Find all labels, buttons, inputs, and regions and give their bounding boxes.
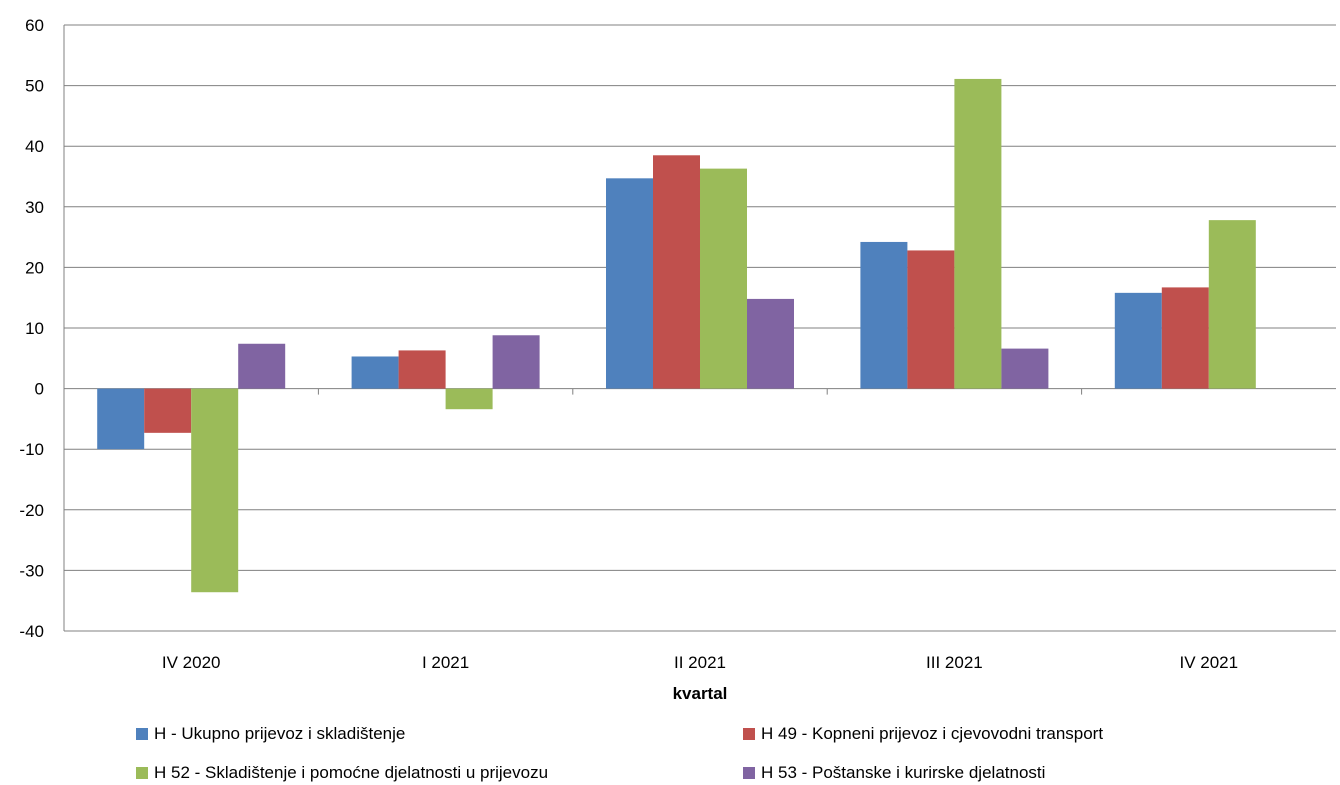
bars xyxy=(97,78,1256,593)
x-tick-label: III 2021 xyxy=(926,653,983,672)
y-tick-label: 10 xyxy=(25,319,44,338)
bar-2-2 xyxy=(700,168,747,389)
y-tick-label: 30 xyxy=(25,198,44,217)
x-tick-label: II 2021 xyxy=(674,653,726,672)
y-tick-label: -10 xyxy=(19,440,44,459)
axes xyxy=(63,25,1083,631)
legend-swatch-h53 xyxy=(743,767,755,779)
bar-1-0 xyxy=(351,356,399,389)
bar-2-3 xyxy=(747,298,794,389)
y-tick-label: 40 xyxy=(25,137,44,156)
bar-0-3 xyxy=(238,343,286,389)
legend-label-h52: H 52 - Skladištenje i pomoćne djelatnost… xyxy=(154,763,549,782)
legend-item-h: H - Ukupno prijevoz i skladištenje xyxy=(136,724,405,744)
legend-label-h: H - Ukupno prijevoz i skladištenje xyxy=(154,724,406,743)
legend-label-h49: H 49 - Kopneni prijevoz i cjevovodni tra… xyxy=(761,724,1104,743)
legend-item-h52: H 52 - Skladištenje i pomoćne djelatnost… xyxy=(136,763,548,783)
bar-3-2 xyxy=(954,78,1002,389)
legend-item-h53: H 53 - Poštanske i kurirske djelatnosti xyxy=(743,763,1045,783)
legend: H - Ukupno prijevoz i skladištenje H 49 … xyxy=(0,718,1340,785)
y-tick-label: -30 xyxy=(19,561,44,580)
x-tick-label: IV 2021 xyxy=(1179,653,1238,672)
bar-0-2 xyxy=(191,388,239,593)
bar-0-1 xyxy=(144,388,192,433)
legend-label-h53: H 53 - Poštanske i kurirske djelatnosti xyxy=(761,763,1046,782)
legend-swatch-h52 xyxy=(136,767,148,779)
y-tick-label: 0 xyxy=(35,380,44,399)
bar-3-3 xyxy=(1001,348,1049,389)
bar-2-0 xyxy=(606,178,653,389)
y-tick-label: 60 xyxy=(25,16,44,35)
legend-swatch-h xyxy=(136,728,148,740)
bar-1-2 xyxy=(445,388,493,410)
x-tick-label: I 2021 xyxy=(422,653,469,672)
bar-1-1 xyxy=(398,350,446,389)
bar-4-0 xyxy=(1114,292,1162,389)
bar-4-1 xyxy=(1161,287,1209,389)
y-tick-labels: 60 50 40 30 20 10 0 -10 -20 -30 -40 xyxy=(19,16,44,641)
x-axis-title: kvartal xyxy=(673,684,728,703)
y-tick-label: -20 xyxy=(19,501,44,520)
y-tick-label: 50 xyxy=(25,77,44,96)
legend-item-h49: H 49 - Kopneni prijevoz i cjevovodni tra… xyxy=(743,724,1103,744)
bar-4-2 xyxy=(1208,220,1256,389)
bar-1-3 xyxy=(492,335,540,389)
x-tick-label: IV 2020 xyxy=(162,653,221,672)
bar-0-0 xyxy=(97,388,145,450)
y-tick-label: -40 xyxy=(19,622,44,641)
legend-swatch-h49 xyxy=(743,728,755,740)
bar-2-1 xyxy=(653,155,700,389)
bar-3-1 xyxy=(907,250,955,389)
x-tick-labels: IV 2020 I 2021 II 2021 III 2021 IV 2021 xyxy=(162,653,1238,672)
bar-3-0 xyxy=(860,241,908,389)
y-tick-label: 20 xyxy=(25,258,44,277)
